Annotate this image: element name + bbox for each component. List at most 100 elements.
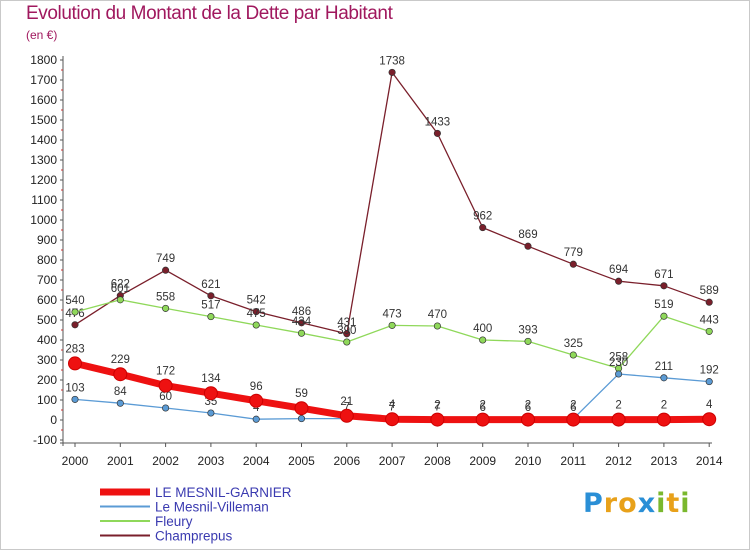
data-label: 2 (661, 400, 667, 412)
data-label: 2 (570, 400, 576, 412)
data-label: 749 (156, 253, 175, 265)
y-tick-label: 300 (37, 353, 57, 367)
data-label: 519 (654, 299, 673, 311)
data-point (475, 412, 490, 427)
data-point (252, 415, 260, 423)
x-tick-label: 2011 (560, 454, 586, 468)
data-label: 400 (473, 323, 492, 335)
y-tick-label: -100 (33, 433, 57, 447)
x-tick-label: 2007 (379, 454, 406, 468)
data-label: 134 (201, 373, 221, 385)
data-label: 60 (159, 391, 172, 403)
y-tick-label: 1100 (31, 193, 57, 207)
data-label: 475 (247, 308, 266, 320)
data-label: 393 (518, 324, 537, 336)
data-point (566, 412, 581, 427)
data-point (611, 412, 626, 427)
data-label: 558 (156, 291, 175, 303)
data-label: 540 (65, 295, 84, 307)
data-point (615, 370, 623, 378)
data-label: 473 (383, 308, 402, 320)
data-point (430, 412, 445, 427)
data-point (660, 282, 668, 290)
y-tick-label: 0 (50, 413, 57, 427)
data-label: 230 (609, 357, 628, 369)
x-tick-label: 2002 (152, 454, 179, 468)
logo-letter: P (583, 488, 604, 519)
data-label: 6 (570, 402, 576, 414)
data-point (116, 399, 124, 407)
data-label: 621 (201, 279, 220, 291)
data-point (660, 374, 668, 382)
proxiti-logo: Proxiti (583, 488, 691, 519)
data-point (705, 327, 713, 335)
data-label: 486 (292, 306, 311, 318)
data-label: 470 (428, 309, 447, 321)
x-tick-label: 2009 (469, 454, 496, 468)
data-label: 21 (340, 396, 353, 408)
data-label: 601 (111, 283, 130, 295)
data-label: 2 (434, 400, 440, 412)
data-label: 7 (389, 402, 395, 414)
data-point (705, 298, 713, 306)
x-tick-label: 2008 (424, 454, 451, 468)
data-point (433, 129, 441, 137)
y-tick-label: 1400 (30, 133, 57, 147)
data-point (116, 296, 124, 304)
data-label: 542 (247, 295, 266, 307)
y-tick-label: 700 (37, 273, 57, 287)
data-label: 192 (700, 365, 719, 377)
data-point (297, 329, 306, 337)
data-label: 962 (473, 211, 492, 223)
logo-letter: x (637, 488, 657, 519)
data-label: 283 (65, 343, 84, 355)
data-label: 172 (156, 366, 175, 378)
x-tick-label: 2001 (107, 454, 134, 468)
data-label: 431 (337, 317, 356, 329)
y-tick-label: 200 (37, 373, 57, 387)
chart-title: Evolution du Montant de la Dette par Hab… (26, 3, 393, 24)
y-tick-label: 1700 (30, 73, 57, 87)
data-point (252, 308, 260, 316)
data-point (71, 308, 79, 316)
data-point (705, 378, 713, 386)
data-point (656, 412, 671, 427)
data-point (249, 393, 264, 408)
x-tick-label: 2003 (198, 454, 225, 468)
x-tick-label: 2010 (515, 454, 542, 468)
data-point (385, 412, 400, 427)
y-tick-label: 900 (37, 233, 57, 247)
data-label: 779 (564, 247, 583, 259)
data-point (207, 313, 215, 321)
data-point (702, 412, 717, 427)
logo-letter: i (656, 488, 667, 519)
data-point (615, 277, 623, 285)
y-tick-label: 1600 (30, 93, 57, 107)
data-point (252, 321, 260, 329)
data-point (524, 242, 532, 250)
y-tick-label: 1300 (30, 153, 57, 167)
y-tick-label: 500 (37, 313, 57, 327)
data-label: 1738 (379, 55, 405, 67)
data-label: 4 (253, 402, 260, 414)
data-label: 7 (344, 402, 350, 414)
data-point (521, 412, 535, 427)
data-point (162, 304, 170, 312)
data-label: 2 (615, 400, 621, 412)
x-tick-label: 2014 (696, 454, 723, 468)
data-point (113, 367, 128, 382)
data-point (207, 292, 215, 300)
data-point (162, 404, 170, 412)
data-label: 443 (700, 314, 719, 326)
legend-label: Fleury (155, 514, 193, 529)
data-point (343, 338, 351, 346)
data-label: 694 (609, 264, 629, 276)
data-point (297, 319, 306, 327)
data-label: 6 (479, 402, 485, 414)
data-label: 325 (564, 338, 583, 350)
x-tick-label: 2000 (62, 454, 89, 468)
y-tick-label: 1200 (30, 173, 57, 187)
data-label: 84 (114, 386, 127, 398)
